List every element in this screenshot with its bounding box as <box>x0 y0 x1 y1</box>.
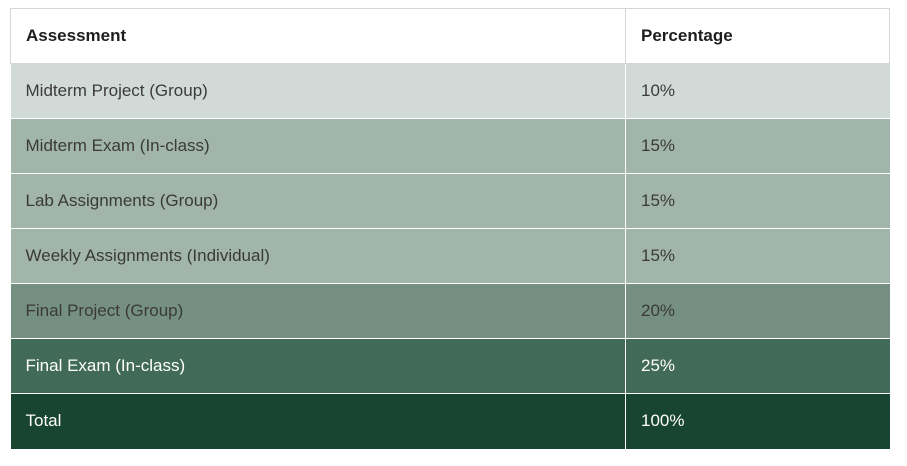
total-percentage-cell: 100% <box>625 393 890 449</box>
table-row: Final Project (Group) 20% <box>10 283 890 339</box>
assessment-cell: Weekly Assignments (Individual) <box>10 228 626 284</box>
table-row-total: Total 100% <box>10 393 890 449</box>
assessment-cell: Lab Assignments (Group) <box>10 173 626 229</box>
percentage-cell: 15% <box>625 228 890 284</box>
table-row: Midterm Project (Group) 10% <box>10 63 890 119</box>
table-row: Midterm Exam (In-class) 15% <box>10 118 890 174</box>
assessment-cell: Midterm Exam (In-class) <box>10 118 626 174</box>
total-label-cell: Total <box>10 393 626 449</box>
percentage-cell: 10% <box>625 63 890 119</box>
table-row: Final Exam (In-class) 25% <box>10 338 890 394</box>
assessment-cell: Final Exam (In-class) <box>10 338 626 394</box>
column-header-assessment: Assessment <box>10 8 626 64</box>
column-header-percentage: Percentage <box>625 8 890 64</box>
percentage-cell: 15% <box>625 173 890 229</box>
table-header-row: Assessment Percentage <box>10 8 890 64</box>
percentage-cell: 25% <box>625 338 890 394</box>
table-body: Midterm Project (Group) 10% Midterm Exam… <box>10 63 890 449</box>
percentage-cell: 20% <box>625 283 890 339</box>
table-row: Lab Assignments (Group) 15% <box>10 173 890 229</box>
assessment-cell: Final Project (Group) <box>10 283 626 339</box>
grading-table-container: Assessment Percentage Midterm Project (G… <box>10 8 890 449</box>
table-row: Weekly Assignments (Individual) 15% <box>10 228 890 284</box>
percentage-cell: 15% <box>625 118 890 174</box>
assessment-cell: Midterm Project (Group) <box>10 63 626 119</box>
grading-table: Assessment Percentage Midterm Project (G… <box>10 8 890 449</box>
